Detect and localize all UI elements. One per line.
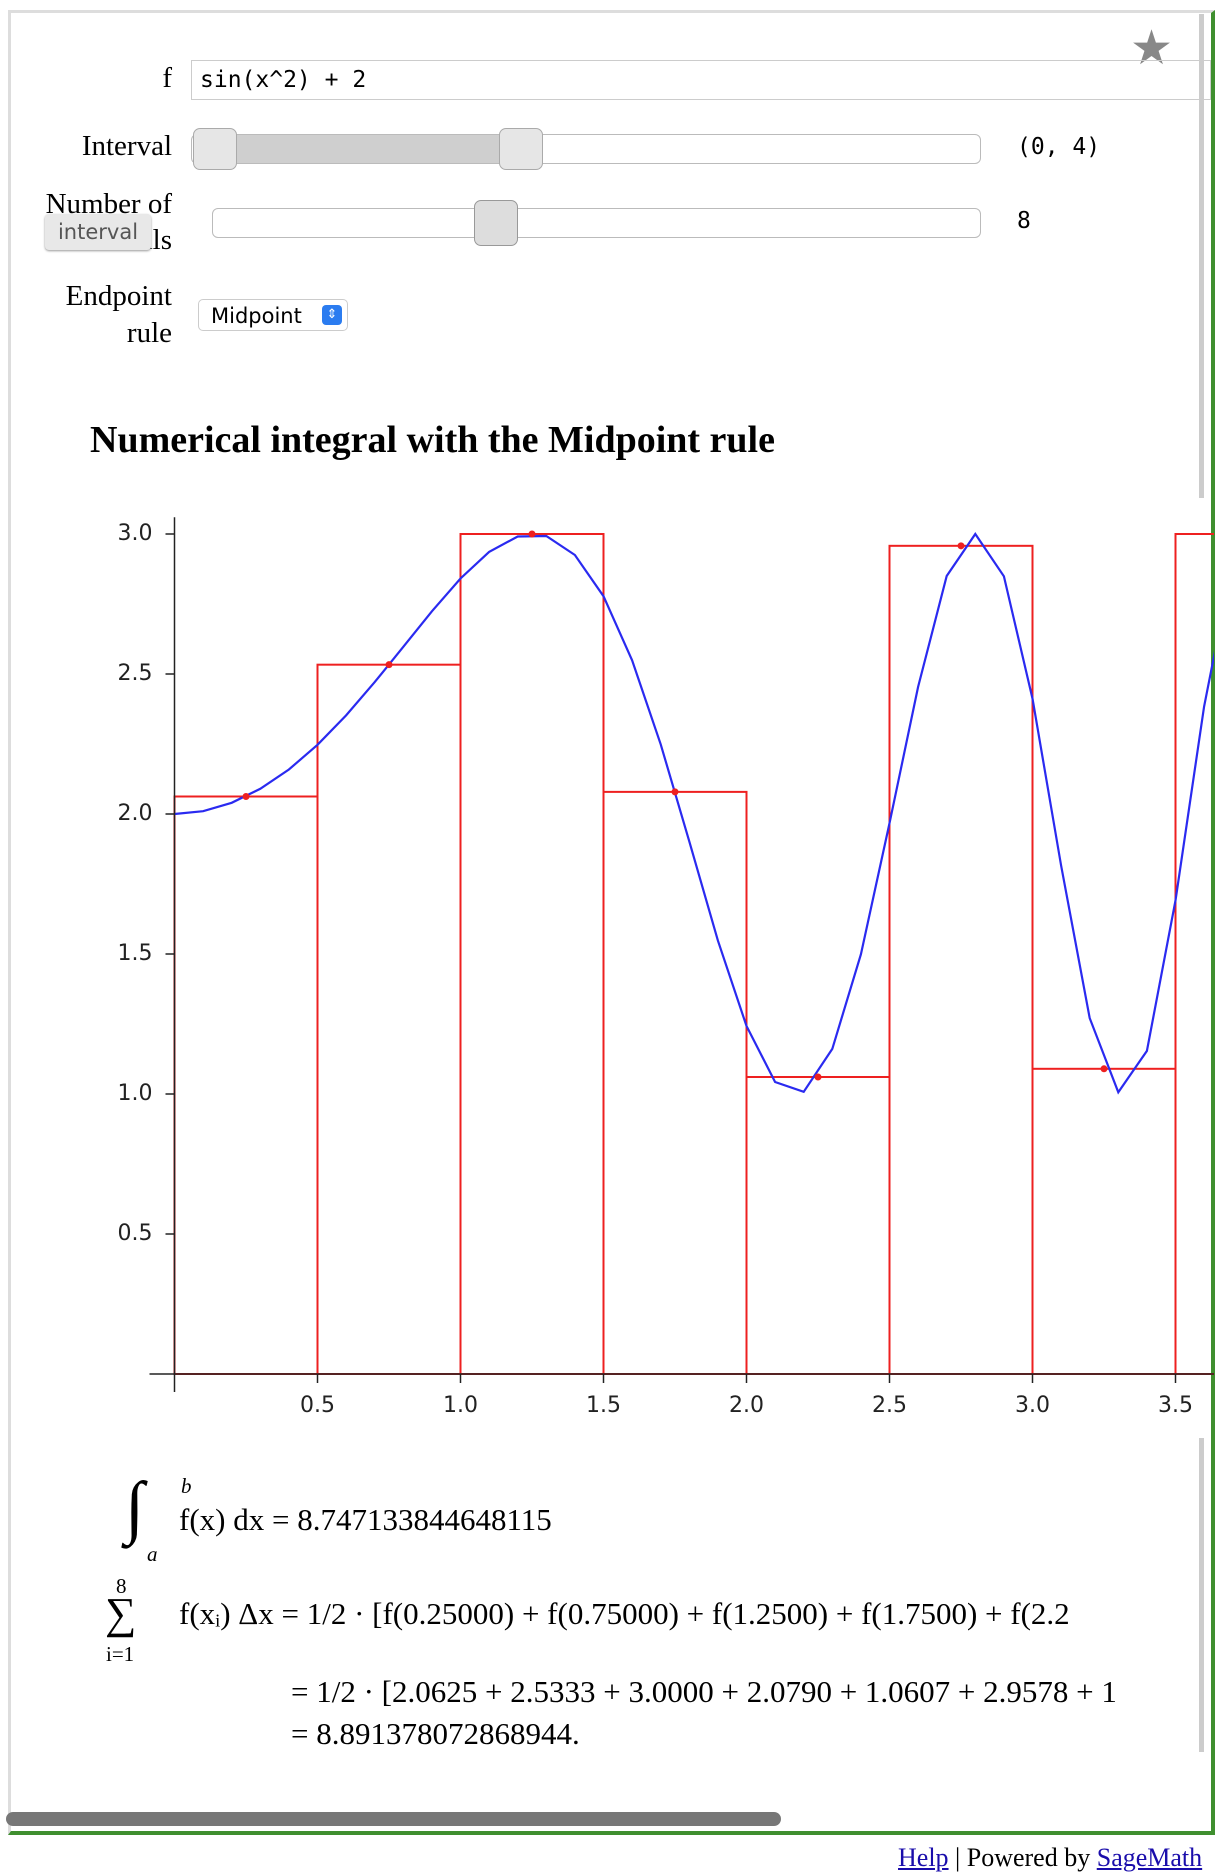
slider-value: (0, 4) <box>1017 134 1101 160</box>
chart: 0.5 1.0 1.5 2.0 2.5 3.0 3.5 0.5 1.0 1.5 2.0 2.5 3.0 <box>118 517 1214 1418</box>
select-arrows: ⇕ <box>322 305 342 325</box>
footer: Help | Powered by SageMath <box>898 1843 1202 1872</box>
sum-lower: i=1 <box>106 1642 135 1666</box>
midpoint-rectangle <box>1031 1067 1177 1376</box>
integral-line: f(x) dx = 8.747133844648115 <box>179 1502 552 1537</box>
function-input[interactable]: sin(x^2) + 2 <box>191 60 1211 100</box>
values-line: = 1/2 · [2.0625 + 2.5333 + 3.0000 + 2.07… <box>291 1674 1117 1709</box>
midpoint-rectangle <box>173 795 319 1375</box>
midpoint-dot <box>385 661 393 669</box>
y-tick-label: 2.5 <box>118 661 153 686</box>
midpoint-dot <box>957 542 965 550</box>
y-tick-label: 3.0 <box>118 521 153 546</box>
midpoint-rectangle <box>459 533 605 1375</box>
midpoint-rectangle <box>1174 533 1214 1375</box>
slider-handle[interactable] <box>499 128 543 170</box>
footer-text: | Powered by <box>948 1843 1097 1872</box>
x-tick-label: 1.0 <box>443 1393 478 1418</box>
midpoint-rectangle <box>602 790 748 1375</box>
slider-handle[interactable] <box>474 200 518 246</box>
slider-track[interactable] <box>212 208 981 238</box>
midpoint-dot <box>528 530 536 538</box>
function-curve <box>174 532 1214 1095</box>
y-tick-label: 1.5 <box>118 941 153 966</box>
midpoint-rectangle <box>316 663 462 1375</box>
slider-range <box>214 135 520 163</box>
slider-handle[interactable] <box>193 128 237 170</box>
integral-sign: ∫ <box>125 1469 145 1546</box>
sum-line: f(xᵢ) Δx = 1/2 · [f(0.25000) + f(0.75000… <box>179 1596 1070 1631</box>
midpoint-dot <box>671 788 679 796</box>
x-tick-label: 1.5 <box>586 1393 621 1418</box>
help-link[interactable]: Help <box>898 1843 949 1872</box>
upper-limit: b <box>181 1474 192 1498</box>
sum-upper: 8 <box>116 1574 127 1598</box>
tooltip: interval <box>45 214 151 250</box>
x-tick-label: 0.5 <box>300 1393 335 1418</box>
midpoint-dot <box>242 793 250 800</box>
y-tick-label: 1.0 <box>118 1081 153 1106</box>
scroll-indicator <box>1199 1438 1204 1752</box>
frame <box>8 10 1215 1835</box>
y-tick-label: 2.0 <box>118 801 153 826</box>
result-line: = 8.891378072868944. <box>291 1716 580 1751</box>
scroll-indicator <box>1199 14 1204 498</box>
midpoint-rectangle <box>888 544 1034 1375</box>
slider-value: 8 <box>1017 208 1031 234</box>
x-tick-label: 3.0 <box>1015 1393 1050 1418</box>
control-label: f <box>162 62 172 94</box>
y-tick-label: 0.5 <box>118 1221 153 1246</box>
control-label: Endpoint rule <box>65 280 172 349</box>
horizontal-scrollbar[interactable] <box>6 1812 781 1826</box>
midpoint-dot <box>814 1073 822 1081</box>
x-tick-label: 2.5 <box>872 1393 907 1418</box>
lower-limit: a <box>147 1542 158 1566</box>
select-value: Midpoint <box>211 304 302 328</box>
control-label: Interval <box>81 130 172 162</box>
favorite-star[interactable]: ★ <box>1130 20 1174 76</box>
x-tick-label: 2.0 <box>729 1393 764 1418</box>
midpoint-dot <box>1100 1065 1108 1073</box>
x-tick-label: 3.5 <box>1158 1393 1193 1418</box>
sagemath-link[interactable]: SageMath <box>1096 1843 1203 1872</box>
sum-sign: ∑ <box>105 1589 137 1638</box>
rule-select[interactable]: Midpoint ⇕ <box>198 299 348 331</box>
chart-title: Numerical integral with the Midpoint rul… <box>90 419 775 461</box>
midpoint-rectangle <box>745 1076 891 1376</box>
